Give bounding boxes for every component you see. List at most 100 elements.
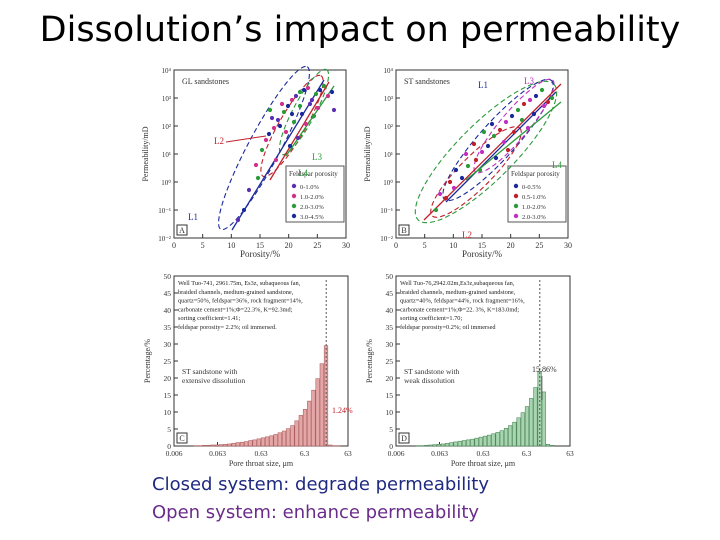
- sample-label-line: ST sandstone with: [182, 367, 238, 376]
- sample-note-line: braided channels, medium-grained sandsto…: [400, 289, 516, 296]
- histogram-bar: [248, 440, 253, 447]
- data-point: [527, 97, 533, 103]
- data-point: [485, 143, 491, 149]
- histogram-bar: [499, 430, 504, 447]
- histogram-bar: [231, 442, 236, 447]
- x-tick-label: 0: [394, 241, 398, 250]
- data-point: [289, 97, 295, 103]
- x-axis-label: Pore throat size, μm: [229, 459, 294, 468]
- y-tick-label: 10⁴: [384, 67, 394, 75]
- data-point: [463, 151, 469, 157]
- legend-marker: [513, 193, 519, 199]
- data-point: [471, 141, 477, 147]
- data-point: [275, 117, 281, 123]
- data-point: [533, 93, 539, 99]
- data-point: [549, 95, 555, 101]
- data-point: [269, 115, 275, 121]
- data-point: [539, 87, 545, 93]
- legend-entry: 1.0-2.0%: [522, 204, 546, 211]
- x-tick-label: 6.3: [522, 449, 532, 458]
- y-tick-label: 10⁴: [162, 67, 172, 75]
- histogram-bar: [315, 378, 320, 447]
- sample-note-line: quartz=40%, feldspar=44%, rock fragment=…: [400, 298, 525, 305]
- data-point: [287, 143, 293, 149]
- y-tick-label: 5: [389, 425, 393, 434]
- panel-letter-box: [176, 432, 188, 444]
- histogram-bar: [202, 445, 207, 447]
- data-point: [519, 117, 525, 123]
- x-tick-label: 0.063: [209, 449, 226, 458]
- histogram-bar: [319, 363, 324, 447]
- histogram-bar: [235, 442, 240, 447]
- y-axis-label: Percentage/%: [143, 339, 152, 383]
- y-tick-label: 45: [386, 289, 394, 298]
- x-tick-label: 63: [566, 449, 574, 458]
- data-point: [329, 89, 335, 95]
- panel-letter: B: [401, 226, 406, 235]
- y-tick-label: 0: [167, 442, 171, 451]
- x-axis-label: Pore throat size, μm: [451, 459, 516, 468]
- data-point: [447, 179, 453, 185]
- data-point: [297, 103, 303, 109]
- sample-note-line: quartz=50%, feldspar=36%, rock fragment=…: [178, 298, 303, 305]
- data-point: [531, 111, 537, 117]
- histogram-bar: [545, 443, 551, 447]
- data-point: [493, 155, 499, 161]
- histogram-bar: [457, 440, 462, 447]
- legend-marker: [513, 183, 519, 189]
- x-tick-label: 0.63: [476, 449, 489, 458]
- histogram-bar: [550, 445, 555, 447]
- data-point: [541, 103, 547, 109]
- x-tick-label: 25: [535, 241, 543, 250]
- line-label-l1: L1: [478, 80, 488, 90]
- y-tick-label: 35: [386, 323, 394, 332]
- data-point: [266, 131, 272, 137]
- sample-note-line: feldspar porosity= 2.2%; oil immersed.: [178, 324, 277, 331]
- histogram-bar: [424, 445, 429, 447]
- data-point: [545, 99, 551, 105]
- legend-box: [285, 165, 345, 223]
- histogram-bar: [432, 444, 437, 447]
- trend-line-l3: [285, 85, 335, 157]
- histogram-bar: [223, 443, 228, 447]
- data-point: [481, 129, 487, 135]
- sample-label-line: ST sandstone with: [404, 367, 460, 376]
- data-point: [285, 103, 291, 109]
- data-point: [489, 121, 495, 127]
- histogram-bar: [512, 421, 517, 447]
- y-axis-label: Permeability/mD: [141, 126, 150, 181]
- y-tick-label: 10⁻¹: [158, 207, 171, 215]
- trend-line-l4: [465, 101, 562, 181]
- data-point: [293, 93, 299, 99]
- x-tick-label: 10: [449, 241, 457, 250]
- y-tick-label: 35: [164, 323, 172, 332]
- data-point: [307, 101, 313, 107]
- data-point: [321, 83, 327, 89]
- data-point: [437, 191, 443, 197]
- y-tick-label: 10: [164, 408, 172, 417]
- data-point: [331, 107, 337, 113]
- data-point: [235, 217, 241, 223]
- histogram-bar: [529, 398, 534, 447]
- line-label-l2: L2: [214, 136, 224, 146]
- y-tick-label: 40: [164, 306, 172, 315]
- data-point: [433, 207, 439, 213]
- panel-heading: ST sandstones: [404, 77, 450, 86]
- x-tick-label: 15: [256, 241, 264, 250]
- y-tick-label: 10⁻²: [380, 235, 393, 243]
- data-point: [451, 185, 457, 191]
- legend-marker: [291, 193, 297, 199]
- data-point: [453, 167, 459, 173]
- x-tick-label: 0.006: [166, 449, 183, 458]
- data-point: [505, 147, 511, 153]
- data-point: [311, 113, 317, 119]
- x-tick-label: 20: [285, 241, 293, 250]
- y-tick-label: 25: [164, 357, 172, 366]
- trend-line-l2: [269, 81, 330, 181]
- line-label-l4: L4: [298, 168, 308, 178]
- data-point: [271, 125, 277, 131]
- histogram-bar: [478, 436, 483, 447]
- histogram-bar: [260, 437, 266, 447]
- line-label-l3: L3: [524, 76, 534, 86]
